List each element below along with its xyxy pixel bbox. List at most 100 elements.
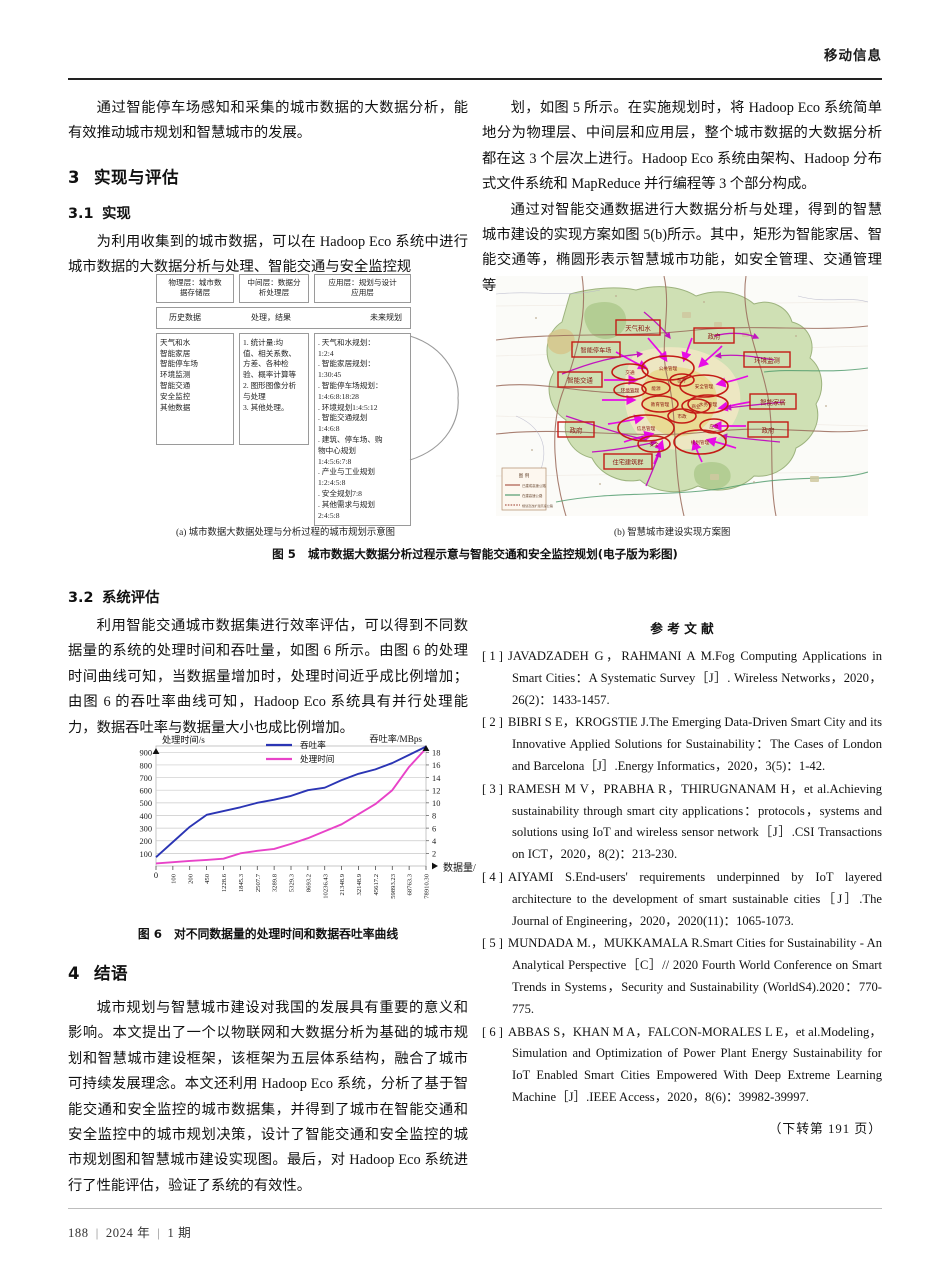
chart-ytick-label: 200 — [139, 837, 152, 846]
diagram-layer-middle: 中间层：数据分 析处理层 — [239, 274, 309, 303]
svg-text:政府: 政府 — [762, 426, 775, 435]
chart-xtick-label: 10236.43 — [322, 873, 329, 898]
reference-item: [ 2 ] BIBRI S E，KROGSTIE J.The Emerging D… — [482, 712, 882, 777]
figure-5-caption-number: 图 5 — [272, 547, 296, 561]
svg-text:交通: 交通 — [625, 369, 635, 376]
svg-text:环境管理: 环境管理 — [621, 387, 640, 394]
diagram-stage-history: 历史数据 — [169, 313, 201, 323]
svg-text:公共管理: 公共管理 — [659, 365, 678, 372]
heading-3-number: 3 — [68, 167, 80, 187]
left-column-section32: 3.2 系统评估 利用智能交通城市数据集进行效率评估，可以得到不同数据量的系统的处… — [68, 586, 468, 741]
heading-32-title: 系统评估 — [102, 590, 160, 606]
svg-text:水务管理: 水务管理 — [699, 401, 718, 408]
header-divider — [68, 78, 882, 80]
chart-xtick-label: 78910.30 — [424, 873, 431, 898]
diagram-col-data-sources: 天气和水 智能家居 智能停车场 环境监测 智能交通 安全监控 其他数据 — [156, 332, 234, 445]
footer-page-number: 188 — [68, 1226, 89, 1240]
paragraph-continued: 划，如图 5 所示。在实施规划时，将 Hadoop Eco 系统简单地分为物理层… — [482, 100, 882, 193]
svg-text:规划及改扩建高速公路: 规划及改扩建高速公路 — [522, 503, 553, 508]
reference-number: [ 1 ] — [482, 649, 503, 663]
chart-series-处理时间 — [155, 747, 427, 865]
reference-text: RAMESH M V，PRABHA R，THIRUGNANAM H，et al.… — [508, 781, 882, 862]
reference-item: [ 1 ] JAVADZADEH G，RAHMANI A M.Fog Comput… — [482, 646, 882, 711]
chart-y2tick-label: 16 — [432, 761, 440, 770]
chart-ytick-label: 600 — [139, 787, 152, 796]
figure-5a-label: (a) 城市数据大数据处理与分析过程的城市规划示意图 — [176, 528, 396, 538]
paragraph-4: 城市规划与智慧城市建设对我国的发展具有重要的意义和影响。本文提出了一个以物联网和… — [68, 1000, 468, 1194]
figure-6-caption: 图 6 对不同数据量的处理时间和数据吞吐率曲线 — [68, 925, 468, 942]
chart-ytick-label: 100 — [139, 850, 152, 859]
chart-y2tick-label: 4 — [432, 837, 437, 846]
chart-y2tick-label: 14 — [432, 774, 441, 783]
chart-xtick-label: 45617.2 — [373, 874, 380, 895]
footer-divider — [68, 1208, 882, 1209]
figure-5-caption-text: 城市数据大数据分析过程示意与智能交通和安全监控规划(电子版为彩图) — [307, 547, 678, 561]
paragraph-31: 为利用收集到的城市数据，可以在 Hadoop Eco 系统中进行城市数据的大数据… — [68, 233, 468, 276]
chart-xtick-label: 1845.3 — [238, 873, 245, 892]
diagram-layer-application: 应用层：规划与设计 应用层 — [314, 274, 411, 303]
svg-text:政府: 政府 — [570, 426, 583, 435]
diagram-col-planning: . 天气和水规划： 1:2:4. 智能家居规划： 1:30:45. 智能停车场规划：… — [314, 332, 411, 527]
chart-xaxis-arrow — [432, 862, 438, 870]
svg-text:在建高速公路: 在建高速公路 — [522, 493, 543, 498]
chart-xtick-label: 21348.9 — [339, 873, 346, 895]
chart-xtick-label: 200 — [187, 873, 194, 884]
reference-text: MUNDADA M.，MUKKAMALA R.Smart Cities for … — [508, 936, 882, 1016]
performance-line-chart: 100 200 300 400 500 600 700 800 900 2 4 6 8 10 12 14 16 1… — [139, 733, 491, 899]
chart-y2axis-arrow — [422, 745, 430, 751]
reference-text: ABBAS S，KHAN M A，FALCON-MORALES L E，et a… — [508, 1024, 882, 1104]
reference-text: JAVADZADEH G，RAHMANI A M.Fog Computing A… — [508, 649, 882, 707]
chart-y2tick-label: 10 — [432, 799, 440, 808]
journal-header: 移动信息 — [824, 48, 882, 64]
svg-text:应急: 应急 — [709, 423, 719, 430]
heading-32-number: 3.2 — [68, 590, 94, 606]
svg-text:安全管理: 安全管理 — [695, 383, 714, 390]
figure-6-caption-text: 对不同数据量的处理时间和数据吞吐率曲线 — [173, 927, 399, 941]
chart-ylabel: 处理时间/s — [162, 734, 205, 745]
continued-note: （下转第 191 页） — [768, 1121, 882, 1136]
chart-plot-area — [155, 745, 427, 867]
diagram-layer-row: 物理层：城市数 据存储层 中间层：数据分 析处理层 应用层：规划与设计 应用层 — [156, 274, 411, 303]
heading-31-title: 实现 — [102, 205, 131, 222]
chart-legend-label: 处理时间 — [300, 753, 334, 764]
chart-xtick-label: 3289.8 — [272, 873, 279, 892]
left-column-section4: 4 结语 城市规划与智慧城市建设对我国的发展具有重要的意义和影响。本文提出了一个以… — [68, 960, 468, 1199]
chart-ytick-label: 700 — [139, 774, 152, 783]
svg-text:医疗: 医疗 — [677, 377, 687, 384]
diagram-stage-future: 未来规划 — [370, 313, 402, 323]
svg-text:已建成高速公路: 已建成高速公路 — [522, 483, 546, 488]
svg-text:市政: 市政 — [677, 413, 687, 420]
figure-5a-diagram: 物理层：城市数 据存储层 中间层：数据分 析处理层 应用层：规划与设计 应用层 历史数… — [68, 274, 468, 527]
chart-series-吞吐率 — [155, 745, 427, 858]
heading-section-4: 4 结语 — [68, 960, 468, 984]
reference-text: BIBRI S E，KROGSTIE J.The Emerging Data-D… — [508, 715, 882, 773]
diagram-stage-process: 处理，结果 — [251, 313, 291, 323]
reference-item: [ 3 ] RAMESH M V，PRABHA R，THIRUGNANAM H，e… — [482, 779, 882, 866]
svg-text:智能家居: 智能家居 — [760, 398, 786, 407]
references-list: [ 1 ] JAVADZADEH G，RAHMANI A M.Fog Comput… — [482, 646, 882, 1109]
page-footer: 188 | 2024 年 | 1 期 — [68, 1226, 192, 1240]
chart-xtick-label: 8693.2 — [305, 874, 312, 892]
heading-section-3: 3 实现与评估 — [68, 164, 468, 188]
reference-number: [ 4 ] — [482, 869, 503, 884]
heading-31-number: 3.1 — [68, 205, 94, 222]
chart-y2tick-label: 12 — [432, 786, 440, 795]
figure-5-caption: 图 5 城市数据大数据分析过程示意与智能交通和安全监控规划(电子版为彩图) — [68, 546, 882, 562]
heading-section-32: 3.2 系统评估 — [68, 586, 468, 607]
reference-item: [ 6 ] ABBAS S，KHAN M A，FALCON-MORALES L E… — [482, 1022, 882, 1109]
chart-xtick-label: 5329.3 — [289, 873, 296, 892]
heading-3-title: 实现与评估 — [94, 167, 179, 187]
paragraph-32: 利用智能交通城市数据集进行效率评估，可以得到不同数据量的系统的处理时间和吞吐量，… — [68, 618, 468, 736]
reference-number: [ 2 ] — [482, 715, 503, 730]
heading-4-number: 4 — [68, 964, 80, 983]
chart-ytick-label: 500 — [139, 799, 152, 808]
svg-text:信息管理: 信息管理 — [637, 425, 656, 432]
svg-text:安全: 安全 — [649, 441, 659, 448]
left-column: 通过智能停车场感知和采集的城市数据的大数据分析，能有效推动城市规划和智慧城市的发… — [68, 96, 468, 281]
heading-4-title: 结语 — [94, 964, 128, 983]
svg-text:教育管理: 教育管理 — [651, 401, 670, 408]
reference-text: AIYAMI S.End-users' requirements underpi… — [508, 869, 882, 928]
chart-ytick-label: 800 — [139, 761, 152, 770]
reference-number: [ 5 ] — [482, 936, 503, 951]
chart-ytick-label: 400 — [139, 812, 152, 821]
